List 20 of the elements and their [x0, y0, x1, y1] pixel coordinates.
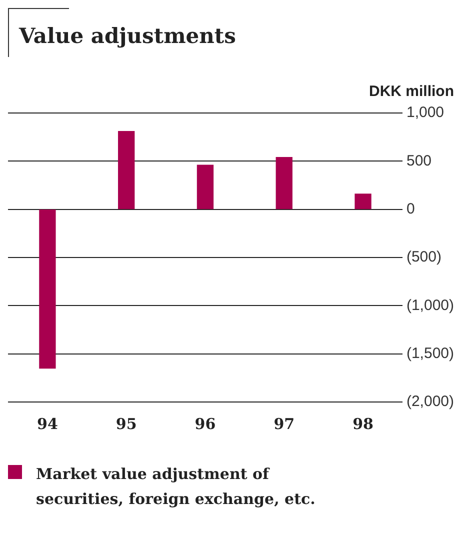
chart-title: Value adjustments: [19, 23, 236, 48]
x-tick-label: 97: [274, 414, 295, 433]
y-tick-label: 500: [406, 152, 432, 170]
x-tick-label: 95: [116, 414, 137, 433]
y-axis-title: DKK million: [368, 83, 454, 100]
y-tick-label: (2,000): [406, 393, 454, 410]
bar: [118, 130, 135, 210]
bar: [276, 156, 292, 210]
legend-label: Market value adjustment of securities, foreign exchange, etc.: [36, 464, 316, 510]
bar: [39, 210, 56, 369]
x-tick-label: 94: [37, 414, 58, 433]
y-tick-label: (500): [406, 248, 442, 266]
bar: [196, 164, 214, 210]
x-tick-label: 98: [352, 414, 374, 433]
y-tick-label: 0: [406, 200, 415, 218]
y-tick-label: (1,000): [406, 296, 454, 314]
bar: [354, 194, 372, 210]
x-tick-label: 96: [194, 414, 216, 433]
y-tick-label: (1,500): [406, 344, 454, 362]
y-tick-label: 1,000: [406, 104, 444, 122]
